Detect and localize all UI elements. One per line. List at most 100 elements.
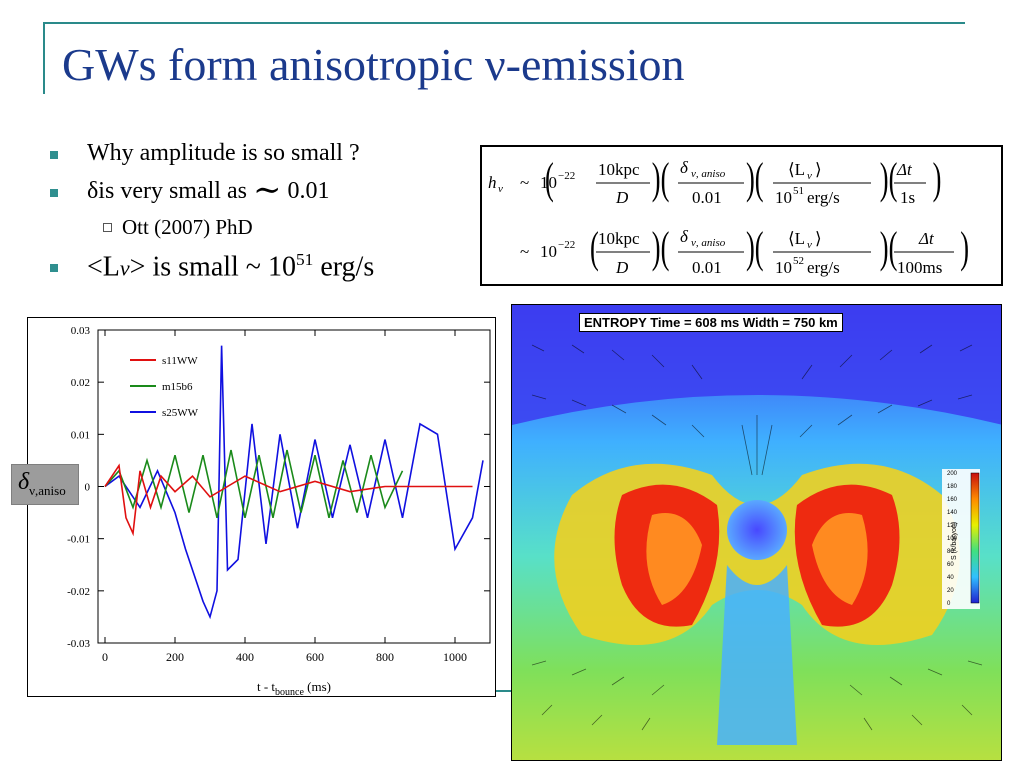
bullet-text-prefix: δis very small as xyxy=(87,178,253,205)
eq2-f3-den: 10 xyxy=(775,258,792,277)
hollow-square-icon xyxy=(103,222,112,232)
eq2-paren: ) xyxy=(960,223,969,272)
colorbar xyxy=(970,472,980,604)
bullet-item-2: δis very small as ∼ 0.01 xyxy=(50,174,480,208)
y-tick-label: -0.01 xyxy=(67,534,90,546)
eq2-f2-den: 0.01 xyxy=(692,258,722,277)
eq1-paren: )( xyxy=(652,154,670,203)
eq1-f1-num: 10kpc xyxy=(598,160,640,179)
eq1-f2-den: 0.01 xyxy=(692,188,722,207)
x-tick-label: 200 xyxy=(166,650,184,664)
eq1-paren: ) xyxy=(933,154,942,203)
delta-aniso-label: δν,aniso xyxy=(11,464,79,505)
nu-symbol: ν xyxy=(119,255,130,281)
tilde-symbol: ∼ xyxy=(252,172,282,210)
bullet3-prefix: <L xyxy=(87,251,120,283)
eq2-f3-den-exp: 52 xyxy=(793,255,804,267)
bullet-item-1: Why amplitude is so small ? xyxy=(50,140,480,166)
colorbar-tick-label: 0 xyxy=(947,601,951,607)
bullet-item-3: <Lν> is small ~ 1051 erg/s xyxy=(50,250,480,283)
eq1-f3-den-end: erg/s xyxy=(807,188,840,207)
eq1-paren: ( xyxy=(545,154,554,203)
eq2-f2-num: δ xyxy=(680,227,689,246)
x-tick-label: 1000 xyxy=(443,650,467,664)
eq2-paren: )( xyxy=(652,223,670,272)
eq2-approx: ~ xyxy=(520,242,529,261)
line-chart-panel: 0.03 0.02 0.01 0 -0.01 -0.02 -0.03 0 200 400 600 80… xyxy=(27,317,496,698)
y-tick-label: -0.03 xyxy=(67,638,90,650)
bullet3-exponent: 51 xyxy=(295,249,314,269)
series-line-s11WW xyxy=(104,463,473,537)
eq2-exp: −22 xyxy=(558,239,575,251)
equation-line-2: ~ 10 −22 ( 10kpc D )( δ ν, aniso 0.01 )(… xyxy=(520,223,969,277)
line-chart: 0.03 0.02 0.01 0 -0.01 -0.02 -0.03 0 200 400 600 80… xyxy=(67,325,491,698)
colorbar-tick-label: 80 xyxy=(947,549,954,555)
legend-label-m15b6: m15b6 xyxy=(162,381,193,393)
colorbar-tick-label: 60 xyxy=(947,562,954,568)
eq2-f2-sub: ν, aniso xyxy=(691,237,726,249)
eq1-f2-num: δ xyxy=(680,158,689,177)
colorbar-tick-label: 120 xyxy=(947,523,958,529)
eq1-lhs: h xyxy=(488,173,497,192)
y-tick-label: 0 xyxy=(85,482,91,494)
eq2-f4-den: 100ms xyxy=(897,258,942,277)
legend-label-s25WW: s25WW xyxy=(162,407,199,419)
x-tick-label: 800 xyxy=(376,650,394,664)
bullet-square-icon xyxy=(50,263,58,272)
series-line-m15b6 xyxy=(104,449,404,518)
upper-blue-region xyxy=(512,305,1001,425)
colorbar-tick-label: 180 xyxy=(947,484,958,490)
eq1-f3-num-sub: ν xyxy=(807,170,812,182)
eq2-f3-num: ⟨L xyxy=(788,229,805,248)
delta-symbol: δ xyxy=(18,469,30,495)
central-core xyxy=(727,500,787,560)
eq2-f1-den: D xyxy=(615,258,629,277)
equation-svg: h ν ~ 10 −22 ( 10kpc D )( δ ν, aniso 0.0… xyxy=(488,154,969,277)
eq2-ten: 10 xyxy=(540,242,557,261)
sub-bullet-item: Ott (2007) PhD xyxy=(50,215,480,240)
x-axis-label: t - tbounce (ms) xyxy=(257,679,331,698)
eq2-f3-num-sub: ν xyxy=(807,239,812,251)
eq2-paren: )( xyxy=(746,223,764,272)
eq1-f3-num-end: ⟩ xyxy=(815,160,822,179)
legend-label-s11WW: s11WW xyxy=(162,355,198,367)
colorbar-tick-label: 40 xyxy=(947,575,954,581)
colorbar-tick-label: 200 xyxy=(947,471,958,477)
y-tick-label: 0.01 xyxy=(71,429,90,441)
slide-title: GWs form anisotropic ν-emission xyxy=(62,39,685,90)
frame-bottom-bar xyxy=(490,690,520,692)
left-orange-core xyxy=(646,513,702,605)
eq1-f2-sub: ν, aniso xyxy=(691,168,726,180)
eq2-paren: ( xyxy=(590,223,599,272)
eq1-f3-den-exp: 51 xyxy=(793,185,804,197)
bullet3-suffix: erg/s xyxy=(313,251,375,283)
equation-box: h ν ~ 10 −22 ( 10kpc D )( δ ν, aniso 0.0… xyxy=(480,145,1003,286)
y-tick-label: 0.03 xyxy=(71,325,91,337)
delta-subscript: ν,aniso xyxy=(29,482,66,498)
frame-top-bar xyxy=(43,22,965,24)
entropy-simulation-image: 200 180 160 140 120 100 80 60 40 20 0 S (k/baryon)… xyxy=(511,304,1002,761)
bullet-list: Why amplitude is so small ? δis very sma… xyxy=(50,140,480,295)
eq2-f3-den-end: erg/s xyxy=(807,258,840,277)
equation-line-1: h ν ~ 10 −22 ( 10kpc D )( δ ν, aniso 0.0… xyxy=(488,154,941,207)
eq1-paren: )( xyxy=(880,154,898,203)
x-tick-label: 600 xyxy=(306,650,324,664)
simulation-header: ENTROPY Time = 608 ms Width = 750 km xyxy=(579,313,843,332)
eq2-paren: )( xyxy=(880,223,898,272)
y-tick-label: -0.02 xyxy=(67,586,90,598)
series-line-s25WW xyxy=(104,345,484,620)
eq1-ten: 10 xyxy=(540,173,557,192)
velocity-arrows xyxy=(531,344,983,731)
eq1-approx: ~ xyxy=(520,173,529,192)
bullet-text-suffix: 0.01 xyxy=(281,178,330,205)
eq1-exp: −22 xyxy=(558,170,575,182)
eq2-f1-num: 10kpc xyxy=(598,229,640,248)
sub-bullet-text: Ott (2007) PhD xyxy=(122,214,253,239)
eq1-f4-den: 1s xyxy=(900,188,915,207)
eq1-f3-num: ⟨L xyxy=(788,160,805,179)
bullet-square-icon xyxy=(50,151,58,159)
lower-blue-column xyxy=(717,565,797,745)
colorbar-tick-label: 160 xyxy=(947,497,958,503)
frame-left-bar xyxy=(43,22,45,94)
